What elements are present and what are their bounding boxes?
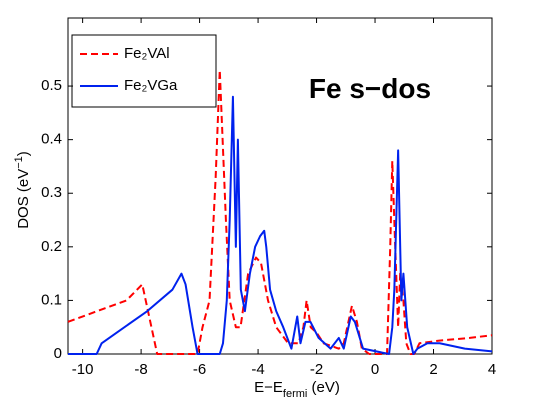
x-axis-label: E−Efermi (eV) <box>254 379 340 400</box>
y-tick-label: 0.2 <box>41 238 62 255</box>
x-tick-label: -8 <box>134 361 147 378</box>
y-label-sup: −1 <box>13 156 25 169</box>
x-label-sub: fermi <box>283 388 307 400</box>
y-tick-label: 0.4 <box>41 131 62 148</box>
y-tick-label: 0.3 <box>41 184 62 201</box>
y-axis-label: DOS (eV−1) <box>13 151 32 229</box>
x-tick-label: 2 <box>429 361 437 378</box>
x-tick-label: -4 <box>251 361 264 378</box>
y-tick-label: 0.5 <box>41 77 62 94</box>
x-tick-label: 0 <box>371 361 379 378</box>
y-label-main: DOS (eV <box>15 169 32 229</box>
chart-title: Fe s−dos <box>309 73 431 104</box>
y-tick-label: 0.1 <box>41 291 62 308</box>
series-line <box>68 95 493 355</box>
series-line <box>67 68 493 355</box>
legend-label: Fe₂VAl <box>124 45 170 62</box>
y-tick-label: 0 <box>54 345 62 362</box>
x-tick-label: -10 <box>72 361 94 378</box>
legend-label: Fe₂VGa <box>124 77 178 94</box>
x-label-main: E−E <box>254 379 283 396</box>
y-label-end: ) <box>15 151 32 156</box>
x-tick-label: -2 <box>310 361 323 378</box>
legend-box <box>71 34 217 108</box>
x-tick-label: 4 <box>488 361 496 378</box>
x-label-end: (eV) <box>307 379 340 396</box>
x-tick-label: -6 <box>193 361 206 378</box>
